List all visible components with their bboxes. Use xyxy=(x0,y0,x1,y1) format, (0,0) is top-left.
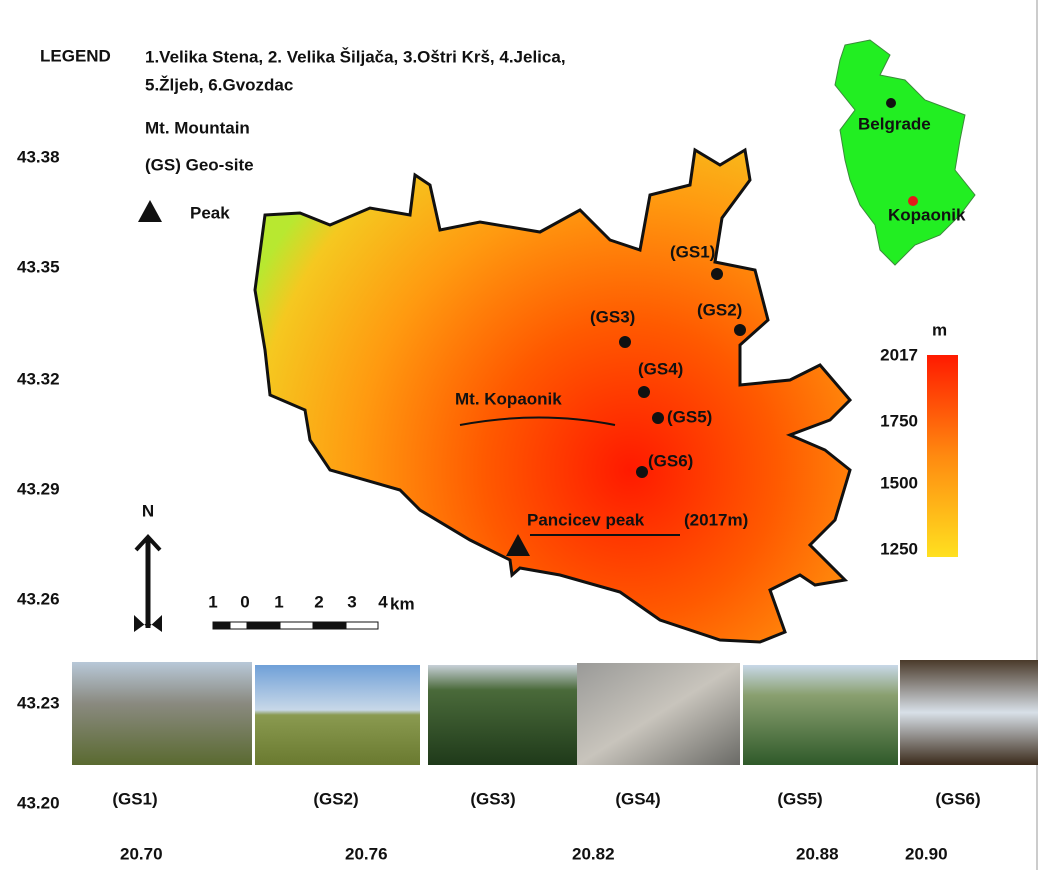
latitude-label: 43.23 xyxy=(17,693,60,712)
scale-bar xyxy=(212,621,379,630)
scale-label: 4 xyxy=(378,592,388,611)
longitude-label: 20.88 xyxy=(796,844,839,863)
scale-label: 3 xyxy=(347,592,356,611)
longitude-label: 20.82 xyxy=(572,844,615,863)
north-arrow xyxy=(134,534,162,632)
longitude-label: 20.90 xyxy=(905,844,948,863)
geosite-label: (GS5) xyxy=(667,407,712,426)
elevation-colorbar xyxy=(927,355,958,557)
latitude-label: 43.29 xyxy=(17,479,60,498)
mountain-label: Mt. Kopaonik xyxy=(455,389,562,408)
geosite-label: (GS1) xyxy=(670,242,715,261)
legend-title: LEGEND xyxy=(40,46,111,65)
geosite-label: (GS3) xyxy=(590,307,635,326)
frame-edge xyxy=(1036,0,1038,870)
site-dot xyxy=(908,196,918,206)
mountain-underline xyxy=(459,416,616,426)
inset-serbia xyxy=(834,39,976,266)
capital-dot xyxy=(886,98,896,108)
peak-legend-symbol xyxy=(138,200,162,222)
legend-items: 5.Žljeb, 6.Gvozdac xyxy=(145,75,293,94)
legend-geosite: (GS) Geo-site xyxy=(145,155,254,174)
photo-caption: (GS4) xyxy=(615,789,660,808)
colorbar-label: 2017 xyxy=(880,345,918,364)
legend-peak: Peak xyxy=(190,203,230,222)
scale-label: 1 xyxy=(208,592,217,611)
latitude-label: 43.38 xyxy=(17,147,60,166)
peak-symbol xyxy=(506,534,530,556)
geosite-label: (GS2) xyxy=(697,300,742,319)
geosite-label: (GS4) xyxy=(638,359,683,378)
latitude-label: 43.20 xyxy=(17,793,60,812)
colorbar-label: 1250 xyxy=(880,539,918,558)
photo-caption: (GS2) xyxy=(313,789,358,808)
peak-elevation: (2017m) xyxy=(684,510,748,529)
geosite-label: (GS6) xyxy=(648,451,693,470)
latitude-label: 43.35 xyxy=(17,257,60,276)
latitude-label: 43.26 xyxy=(17,589,60,608)
geosite-point xyxy=(638,386,650,398)
north-label: N xyxy=(142,501,154,520)
geosite-point xyxy=(619,336,631,348)
scale-label: 1 xyxy=(274,592,283,611)
latitude-label: 43.32 xyxy=(17,369,60,388)
inset-capital: Belgrade xyxy=(858,114,931,133)
photo-caption: (GS1) xyxy=(112,789,157,808)
colorbar-label: 1500 xyxy=(880,473,918,492)
geosite-point xyxy=(711,268,723,280)
photo-caption: (GS6) xyxy=(935,789,980,808)
scale-unit: km xyxy=(390,594,415,613)
photo-strip xyxy=(72,660,1038,765)
geosite-point xyxy=(636,466,648,478)
colorbar-unit: m xyxy=(932,320,947,339)
photo-caption: (GS5) xyxy=(777,789,822,808)
legend-items: 1.Velika Stena, 2. Velika Šiljača, 3.Ošt… xyxy=(145,47,566,66)
kopaonik-area xyxy=(253,147,853,644)
colorbar-label: 1750 xyxy=(880,411,918,430)
scale-label: 2 xyxy=(314,592,323,611)
scale-label: 0 xyxy=(240,592,249,611)
longitude-label: 20.76 xyxy=(345,844,388,863)
peak-label: Pancicev peak xyxy=(527,510,645,529)
geosite-point xyxy=(652,412,664,424)
longitude-label: 20.70 xyxy=(120,844,163,863)
legend-mountain: Mt. Mountain xyxy=(145,118,250,137)
inset-site: Kopaonik xyxy=(888,205,966,224)
photo-caption: (GS3) xyxy=(470,789,515,808)
geosite-point xyxy=(734,324,746,336)
